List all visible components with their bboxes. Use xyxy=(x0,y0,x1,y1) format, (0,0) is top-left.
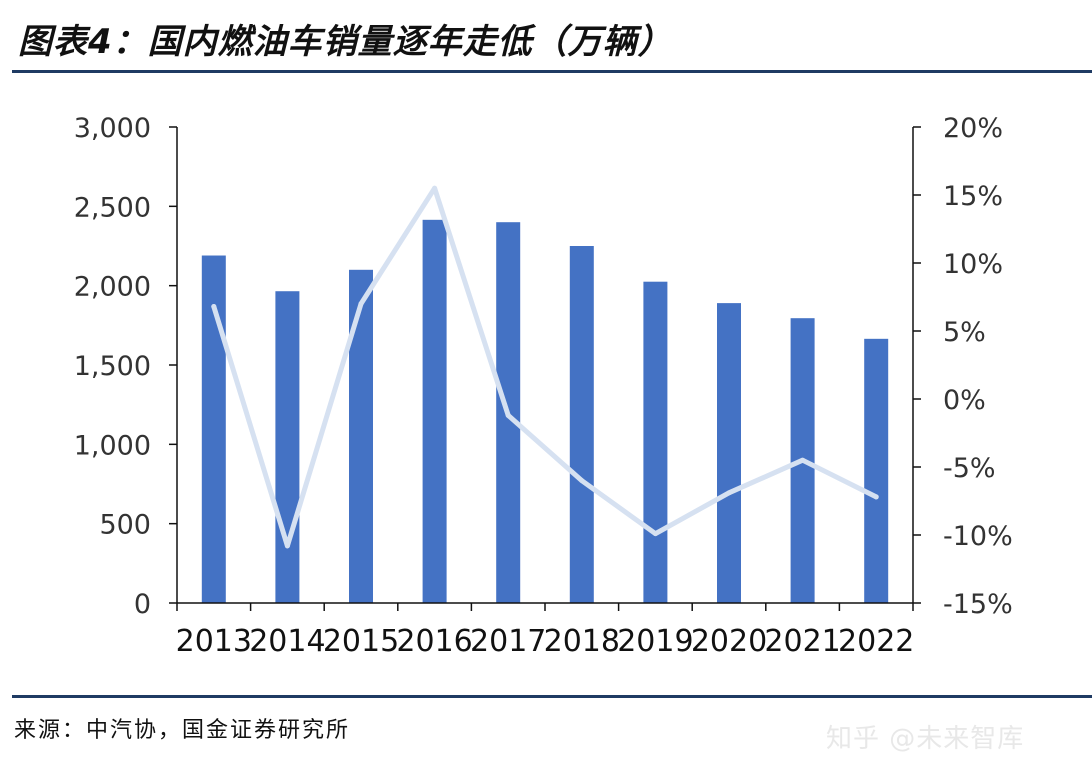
x-tick-label: 2017 xyxy=(470,624,546,659)
y-left-tick-label: 1,500 xyxy=(74,351,151,382)
y-left-tick-label: 0 xyxy=(134,589,151,620)
y-right-tick-label: 15% xyxy=(943,181,1003,212)
title-divider xyxy=(12,70,1092,73)
growth-point-2013 xyxy=(211,304,217,310)
x-tick-label: 2022 xyxy=(838,624,914,659)
y-right-tick-label: -15% xyxy=(943,589,1013,620)
growth-point-2020 xyxy=(726,490,732,496)
y-right-tick-label: -5% xyxy=(943,453,996,484)
x-tick-label: 2018 xyxy=(544,624,620,659)
x-tick-label: 2020 xyxy=(691,624,767,659)
x-tick-label: 2013 xyxy=(176,624,252,659)
footer-divider xyxy=(12,695,1092,698)
x-tick-label: 2015 xyxy=(323,624,399,659)
y-left-tick-label: 1,000 xyxy=(74,430,151,461)
bar-2016 xyxy=(422,219,447,603)
growth-point-2018 xyxy=(579,478,585,484)
watermark: 知乎 @未来智库 xyxy=(826,724,1025,754)
growth-line xyxy=(211,185,879,549)
chart: 0 500 1,000 1,500 2,000 2,500 3,000 -15% -10% -5%… xyxy=(74,113,1013,659)
x-tick-label: 2014 xyxy=(249,624,325,659)
growth-point-2014 xyxy=(284,543,290,549)
growth-point-2016 xyxy=(432,185,438,191)
growth-point-2021 xyxy=(800,457,806,463)
bar-2022 xyxy=(864,338,889,603)
y-left-tick-label: 3,000 xyxy=(74,113,151,144)
x-tick-label: 2016 xyxy=(396,624,472,659)
y-left-tick-label: 2,000 xyxy=(74,272,151,303)
growth-point-2015 xyxy=(358,301,364,307)
y-right-tick-label: 10% xyxy=(943,249,1003,280)
growth-point-2022 xyxy=(873,494,879,500)
growth-point-2019 xyxy=(652,531,658,537)
source-note: 来源：中汽协，国金证券研究所 xyxy=(14,718,351,743)
bar-2020 xyxy=(717,303,741,603)
growth-point-2017 xyxy=(505,412,511,418)
y-right-tick-label: 5% xyxy=(943,317,986,348)
y-right-tick-label: 20% xyxy=(943,113,1003,144)
chart-title: 图表4：国内燃油车销量逐年走低（万辆） xyxy=(18,22,673,62)
bar-2014 xyxy=(275,291,300,603)
bar-2015 xyxy=(349,269,373,603)
bar-2019 xyxy=(643,281,668,603)
bar-2018 xyxy=(569,246,594,603)
x-tick-label: 2019 xyxy=(617,624,693,659)
x-tick-label: 2021 xyxy=(764,624,840,659)
y-left-tick-label: 2,500 xyxy=(74,192,151,223)
y-right-tick-label: 0% xyxy=(943,385,986,416)
y-right-tick-label: -10% xyxy=(943,521,1013,552)
y-left-tick-label: 500 xyxy=(99,510,151,541)
